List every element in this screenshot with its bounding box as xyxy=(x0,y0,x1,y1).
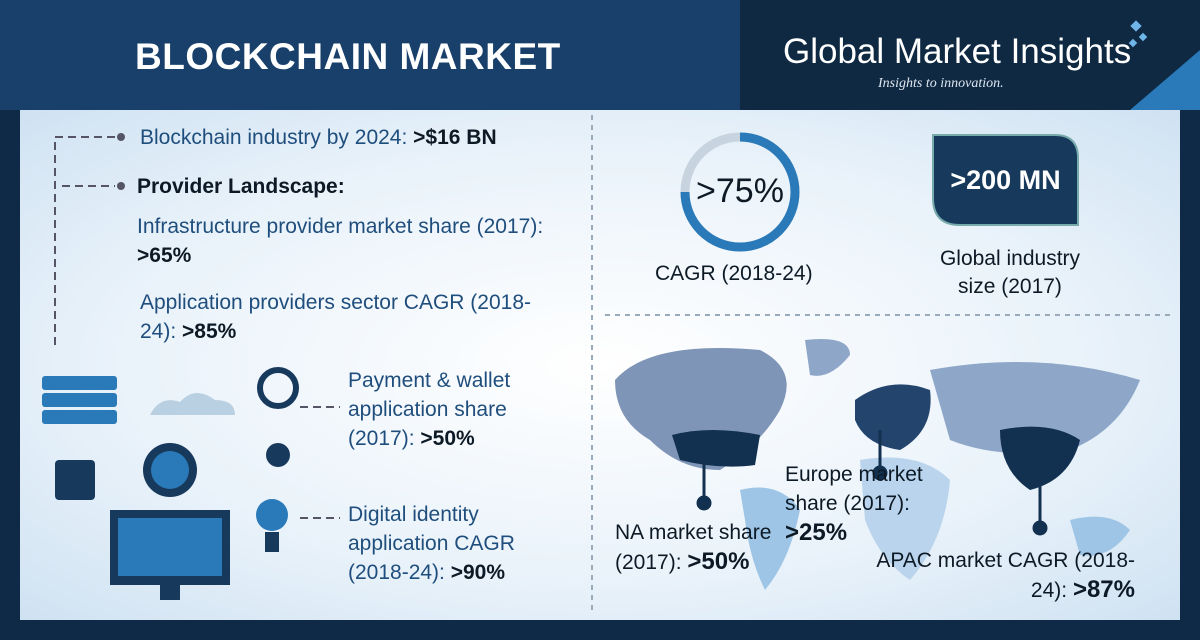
item: Payment & wallet application share (2017… xyxy=(348,366,563,453)
item: Digital identity application CAGR (2018-… xyxy=(348,500,553,587)
server xyxy=(42,393,117,407)
logo-diamond xyxy=(1130,20,1142,32)
value: >$16 BN xyxy=(413,126,497,149)
brand-band xyxy=(740,0,1200,110)
gear xyxy=(266,443,290,467)
value: >87% xyxy=(1072,576,1135,603)
connector xyxy=(54,136,115,345)
label: APAC market CAGR (2018-24): xyxy=(876,549,1135,602)
ring-icon xyxy=(257,367,299,409)
label: Payment & wallet application share (2017… xyxy=(348,369,511,450)
usa xyxy=(672,430,760,467)
size-value: >200 MN xyxy=(950,165,1061,195)
china xyxy=(1000,426,1080,490)
value: >25% xyxy=(785,519,848,546)
value: >65% xyxy=(137,244,192,267)
cagr-label: CAGR (2018-24) xyxy=(655,262,813,285)
label: NA market share (2017): xyxy=(615,521,772,574)
bullet xyxy=(117,133,125,141)
screen xyxy=(118,518,222,576)
tagline: Insights to innovation. xyxy=(878,76,1004,91)
pin xyxy=(696,495,712,511)
size-box xyxy=(932,134,1079,226)
header-bg xyxy=(0,0,1200,110)
region: APAC market CAGR (2018-24): >87% xyxy=(860,546,1135,605)
label: Infrastructure provider market share (20… xyxy=(137,215,544,238)
africa xyxy=(860,457,950,580)
bulb xyxy=(256,499,288,531)
provider-heading: Provider Landscape: xyxy=(137,175,345,198)
title: BLOCKCHAIN MARKET xyxy=(135,36,561,77)
south-america xyxy=(740,487,800,590)
value: >85% xyxy=(182,320,237,343)
russia xyxy=(930,362,1140,454)
industry: Blockchain industry by 2024: >$16 BN xyxy=(140,123,497,152)
coin-inner xyxy=(151,451,189,489)
value: >90% xyxy=(450,561,506,584)
stand xyxy=(160,585,180,600)
size-label: Global industry size (2017) xyxy=(939,247,1081,298)
pin xyxy=(1032,520,1048,536)
australia xyxy=(1070,516,1130,556)
europe xyxy=(855,384,931,450)
value: >50% xyxy=(420,427,475,450)
ring-arc xyxy=(680,132,800,252)
server xyxy=(42,410,117,424)
icons xyxy=(42,367,299,600)
server xyxy=(42,376,117,390)
value: >50% xyxy=(687,548,750,575)
world-map xyxy=(615,339,1140,590)
bulb-base xyxy=(265,532,279,552)
cloud xyxy=(150,392,235,415)
pin xyxy=(872,465,888,481)
lock xyxy=(55,460,95,500)
item: Application providers sector CAGR (2018-… xyxy=(140,288,540,346)
label: Digital identity application CAGR (2018-… xyxy=(348,503,515,584)
region: NA market share (2017): >50% xyxy=(615,518,775,577)
corner-accent xyxy=(1130,50,1200,110)
cagr-value: >75% xyxy=(696,172,784,210)
label: Europe market share (2017): xyxy=(785,463,923,515)
brand: Global Market Insights xyxy=(783,32,1132,71)
item: Infrastructure provider market share (20… xyxy=(137,212,557,270)
label: Application providers sector CAGR (2018-… xyxy=(140,291,532,343)
region: Europe market share (2017): >25% xyxy=(785,460,950,548)
greenland xyxy=(805,339,850,376)
label: Blockchain industry by 2024: xyxy=(140,126,408,149)
bullet xyxy=(117,182,125,190)
